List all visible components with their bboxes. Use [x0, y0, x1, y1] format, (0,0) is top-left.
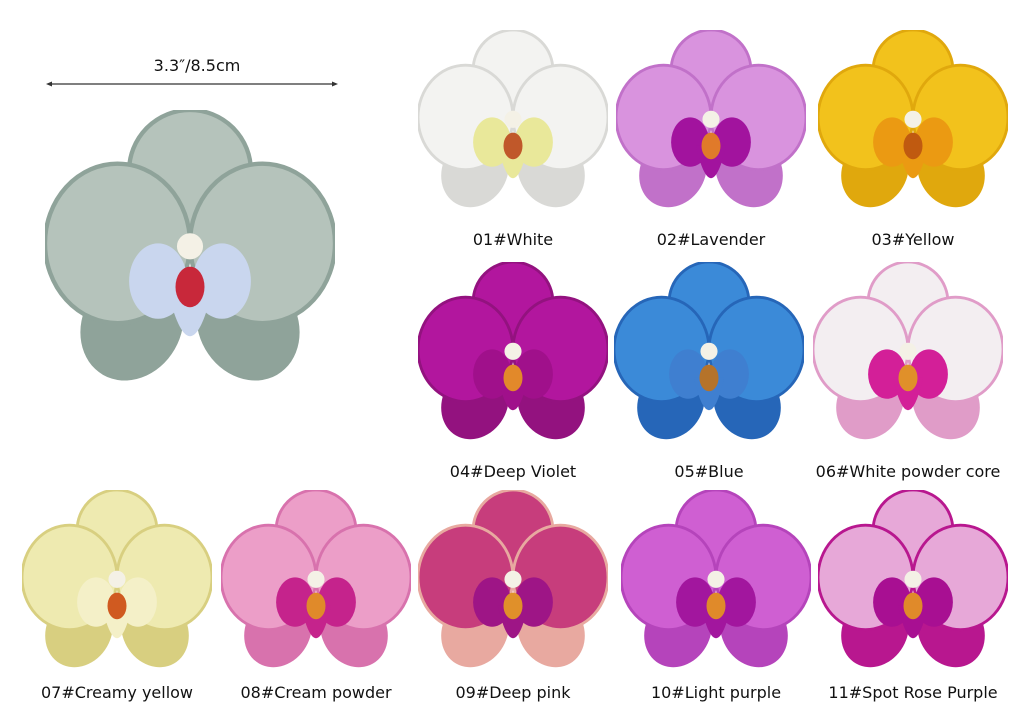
- orchid-photo: [219, 488, 413, 684]
- orchid-photo: [612, 260, 806, 456]
- flower-label: 03#Yellow: [871, 230, 955, 249]
- flower-label: 08#Cream powder: [240, 683, 392, 702]
- orchid-photo: [816, 28, 1010, 224]
- flower-label: 01#White: [472, 230, 554, 249]
- flower-label: 06#White powder core: [815, 462, 1001, 481]
- dimension-arrow: [46, 81, 338, 87]
- orchid-photo: [20, 488, 214, 684]
- orchid-photo: [416, 28, 610, 224]
- orchid-photo: [811, 260, 1005, 456]
- orchid-photo: [416, 488, 610, 684]
- flower-label: 10#Light purple: [650, 683, 782, 702]
- orchid-photo: [816, 488, 1010, 684]
- orchid-photo: [614, 28, 808, 224]
- flower-label: 07#Creamy yellow: [40, 683, 194, 702]
- flower-label: 02#Lavender: [656, 230, 766, 249]
- dimension-label: 3.3″/8.5cm: [153, 56, 241, 75]
- flower-label: 05#Blue: [674, 462, 744, 481]
- flower-label: 04#Deep Violet: [449, 462, 577, 481]
- flower-label: 11#Spot Rose Purple: [828, 683, 998, 702]
- flower-label: 09#Deep pink: [455, 683, 571, 702]
- feature-orchid-photo: [42, 107, 338, 404]
- orchid-photo: [416, 260, 610, 456]
- orchid-photo: [619, 488, 813, 684]
